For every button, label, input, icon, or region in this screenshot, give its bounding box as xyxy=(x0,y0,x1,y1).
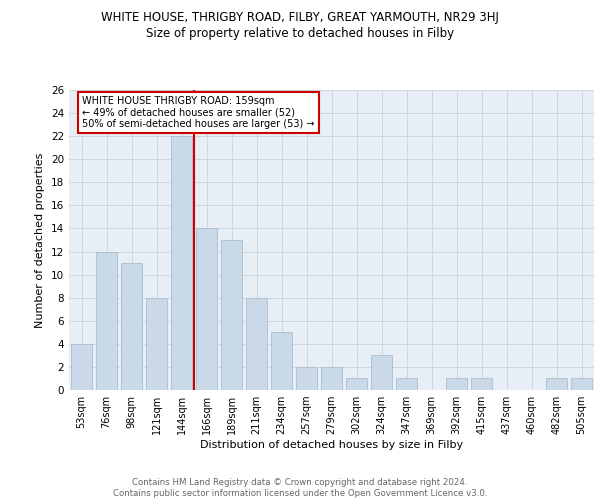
Text: WHITE HOUSE THRIGBY ROAD: 159sqm
← 49% of detached houses are smaller (52)
50% o: WHITE HOUSE THRIGBY ROAD: 159sqm ← 49% o… xyxy=(82,96,315,129)
Bar xyxy=(471,378,492,390)
Bar xyxy=(196,228,217,390)
Bar xyxy=(271,332,292,390)
Text: Contains HM Land Registry data © Crown copyright and database right 2024.
Contai: Contains HM Land Registry data © Crown c… xyxy=(113,478,487,498)
Bar xyxy=(346,378,367,390)
Bar xyxy=(71,344,92,390)
Bar xyxy=(321,367,342,390)
Bar xyxy=(546,378,567,390)
Bar xyxy=(146,298,167,390)
Bar xyxy=(296,367,317,390)
Text: WHITE HOUSE, THRIGBY ROAD, FILBY, GREAT YARMOUTH, NR29 3HJ: WHITE HOUSE, THRIGBY ROAD, FILBY, GREAT … xyxy=(101,11,499,24)
Bar xyxy=(246,298,267,390)
Bar xyxy=(221,240,242,390)
Bar xyxy=(571,378,592,390)
Text: Size of property relative to detached houses in Filby: Size of property relative to detached ho… xyxy=(146,27,454,40)
Bar xyxy=(396,378,417,390)
Bar xyxy=(446,378,467,390)
Bar xyxy=(121,263,142,390)
X-axis label: Distribution of detached houses by size in Filby: Distribution of detached houses by size … xyxy=(200,440,463,450)
Bar xyxy=(371,356,392,390)
Y-axis label: Number of detached properties: Number of detached properties xyxy=(35,152,46,328)
Bar xyxy=(96,252,117,390)
Bar xyxy=(171,136,192,390)
